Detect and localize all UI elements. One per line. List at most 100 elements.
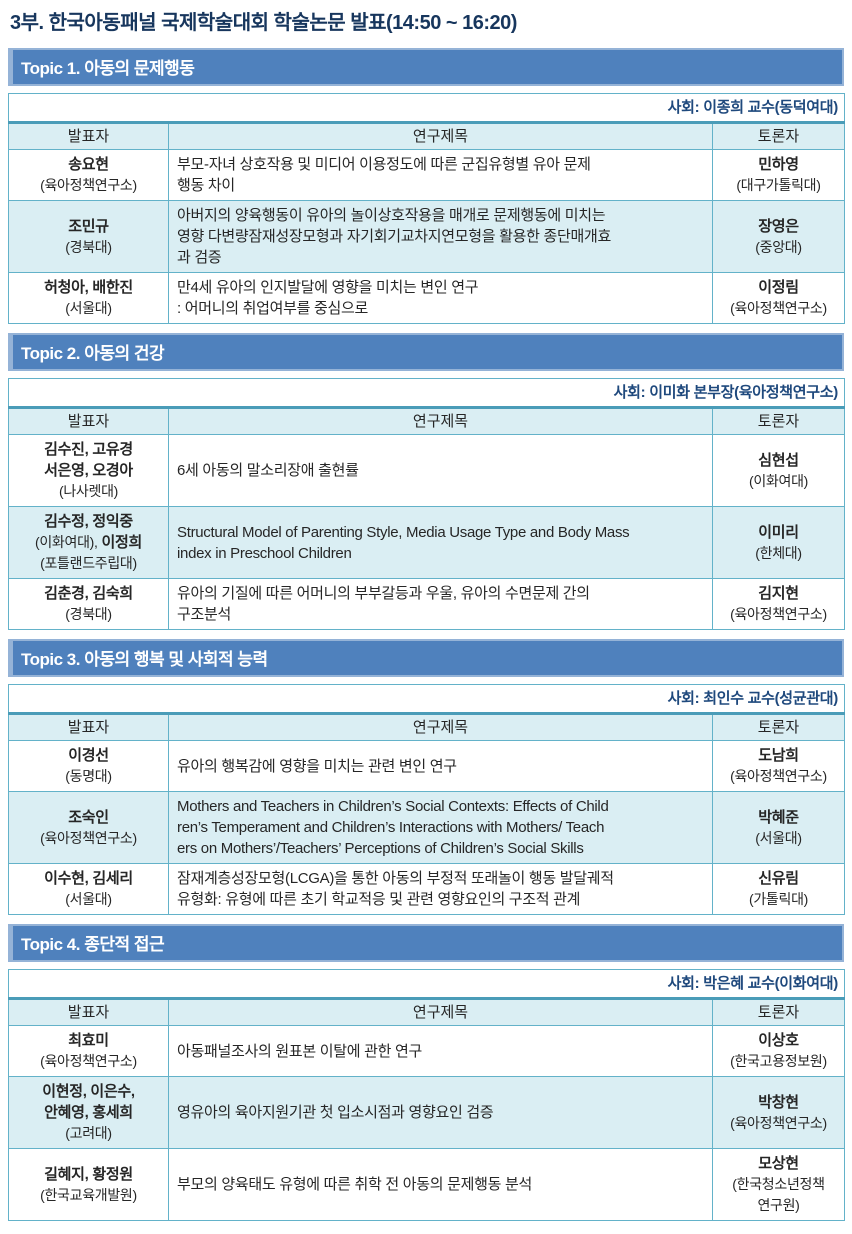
table-row: 허청아, 배한진 (서울대) 만4세 유아의 인지발달에 영향을 미치는 변인 연구… — [8, 272, 845, 324]
discussant-affiliation: (육아정책연구소) — [730, 606, 827, 622]
session-table: 사회: 이미화 본부장(육아정책연구소) 발표자 연구제목 토론자 김수진, 고유경 서은… — [8, 378, 845, 630]
discussant-line: (서울대) — [715, 828, 842, 849]
presenter-cell: 최효미 (육아정책연구소) — [8, 1025, 169, 1077]
topic-section: Topic 1. 아동의 문제행동 사회: 이종희 교수(동덕여대) 발표자 연구제목… — [8, 48, 845, 324]
presenter-name: 이현정, 이은수, — [42, 1083, 135, 1100]
discussant-line: 도남희 — [715, 745, 842, 766]
column-header-discussant: 토론자 — [712, 713, 845, 741]
table-row: 이현정, 이은수, 안혜영, 홍세희 (고려대) 영유아의 육아지원기관 첫 입소시점… — [8, 1076, 845, 1149]
presenter-line: (한국교육개발원) — [11, 1185, 166, 1206]
discussant-name: 박혜준 — [758, 808, 799, 826]
moderator-row: 사회: 이종희 교수(동덕여대) — [8, 93, 845, 124]
table-row: 이수현, 김세리 (서울대) 잠재계층성장모형(LCGA)을 통한 아동의 부정적 … — [8, 863, 845, 915]
discussant-cell: 이상호 (한국고용정보원) — [712, 1025, 845, 1077]
presenter-name: 길혜지, 황정원 — [44, 1165, 133, 1183]
discussant-affiliation: (가톨릭대) — [748, 891, 809, 907]
research-title-cell: 부모의 양육태도 유형에 따른 취학 전 아동의 문제행동 분석 — [168, 1148, 713, 1221]
discussant-line: 연구원) — [715, 1195, 842, 1216]
moderator-label: 사회: 박은혜 교수(이화여대) — [8, 969, 845, 1000]
research-title-cell: 아버지의 양육행동이 유아의 놀이상호작용을 매개로 문제행동에 미치는 영향 … — [168, 200, 713, 273]
discussant-line: 심현섭 — [715, 450, 842, 471]
discussant-line: 박창현 — [715, 1092, 842, 1113]
presenter-line: (이화여대), 이정희 — [11, 532, 166, 553]
moderator-row: 사회: 최인수 교수(성균관대) — [8, 684, 845, 715]
presenter-line: 송요현 — [11, 154, 166, 175]
presenter-line: (고려대) — [11, 1123, 166, 1144]
presenter-cell: 김수진, 고유경 서은영, 오경아 (나사렛대) — [8, 434, 169, 507]
presenter-name: 허청아, 배한진 — [44, 279, 133, 296]
topic-section: Topic 3. 아동의 행복 및 사회적 능력 사회: 최인수 교수(성균관대)… — [8, 639, 845, 915]
discussant-name: 민하영 — [758, 156, 799, 173]
column-header-title: 연구제목 — [168, 407, 713, 435]
presenter-line: (포틀랜드주립대) — [11, 553, 166, 574]
discussant-name: 박창현 — [758, 1093, 799, 1111]
research-title-cell: 만4세 유아의 인지발달에 영향을 미치는 변인 연구 : 어머니의 취업여부를… — [168, 272, 713, 324]
research-title-cell: 유아의 행복감에 영향을 미치는 관련 변인 연구 — [168, 740, 713, 792]
presenter-line: (육아정책연구소) — [11, 828, 166, 849]
column-header-row: 발표자 연구제목 토론자 — [8, 713, 845, 741]
presenter-line: (서울대) — [11, 889, 166, 910]
table-row: 조민규 (경북대) 아버지의 양육행동이 유아의 놀이상호작용을 매개로 문제행동에… — [8, 200, 845, 273]
table-row: 김춘경, 김숙희 (경북대) 유아의 기질에 따른 어머니의 부부갈등과 우울, 유… — [8, 578, 845, 630]
discussant-name: 이상호 — [758, 1032, 799, 1049]
discussant-affiliation: (육아정책연구소) — [730, 768, 827, 784]
discussant-affiliation: (한국고용정보원) — [730, 1053, 827, 1069]
discussant-line: (이화여대) — [715, 471, 842, 492]
presenter-cell: 김춘경, 김숙희 (경북대) — [8, 578, 169, 630]
column-header-presenter: 발표자 — [8, 713, 169, 741]
presenter-line: 김춘경, 김숙희 — [11, 583, 166, 604]
presenter-line: 이현정, 이은수, — [11, 1081, 166, 1102]
presenter-affiliation: (나사렛대) — [58, 483, 119, 499]
table-row: 길혜지, 황정원 (한국교육개발원) 부모의 양육태도 유형에 따른 취학 전 아동… — [8, 1148, 845, 1221]
topic-section: Topic 4. 종단적 접근 사회: 박은혜 교수(이화여대) 발표자 연구제목 토론… — [8, 924, 845, 1221]
presenter-line: 안혜영, 홍세희 — [11, 1102, 166, 1123]
moderator-row: 사회: 이미화 본부장(육아정책연구소) — [8, 378, 845, 409]
presenter-cell: 김수정, 정익중 (이화여대), 이정희 (포틀랜드주립대) — [8, 506, 169, 579]
discussant-line: (육아정책연구소) — [715, 1113, 842, 1134]
discussant-name: 신유림 — [758, 870, 799, 887]
discussant-line: (가톨릭대) — [715, 889, 842, 910]
presenter-name: 이경선 — [68, 747, 109, 764]
discussant-line: 신유림 — [715, 868, 842, 889]
column-header-row: 발표자 연구제목 토론자 — [8, 998, 845, 1026]
moderator-label: 사회: 이미화 본부장(육아정책연구소) — [8, 378, 845, 409]
discussant-name: 김지현 — [758, 585, 799, 602]
presenter-line: 최효미 — [11, 1030, 166, 1051]
discussant-line: (육아정책연구소) — [715, 604, 842, 625]
discussant-line: (육아정책연구소) — [715, 298, 842, 319]
discussant-name: 이정림 — [758, 279, 799, 296]
presenter-name: 최효미 — [68, 1032, 109, 1049]
discussant-line: 민하영 — [715, 154, 842, 175]
page-title: 3부. 한국아동패널 국제학술대회 학술논문 발표(14:50 ~ 16:20) — [10, 12, 517, 34]
table-row: 조숙인 (육아정책연구소) Mothers and Teachers in Chil… — [8, 791, 845, 864]
table-row: 김수정, 정익중 (이화여대), 이정희 (포틀랜드주립대) Structural M… — [8, 506, 845, 579]
presenter-line: 길혜지, 황정원 — [11, 1164, 166, 1185]
column-header-row: 발표자 연구제목 토론자 — [8, 407, 845, 435]
presenter-cell: 조숙인 (육아정책연구소) — [8, 791, 169, 864]
column-header-presenter: 발표자 — [8, 998, 169, 1026]
presenter-affiliation: (경북대) — [65, 238, 112, 255]
presenter-name: 이정희 — [97, 534, 142, 551]
discussant-cell: 도남희 (육아정책연구소) — [712, 740, 845, 792]
presenter-name: 송요현 — [68, 156, 109, 173]
research-title-cell: 영유아의 육아지원기관 첫 입소시점과 영향요인 검증 — [168, 1076, 713, 1149]
presenter-line: 이수현, 김세리 — [11, 868, 166, 889]
moderator-row: 사회: 박은혜 교수(이화여대) — [8, 969, 845, 1000]
presenter-line: (동명대) — [11, 766, 166, 787]
presenter-line: 김수정, 정익중 — [11, 511, 166, 532]
discussant-line: 이상호 — [715, 1030, 842, 1051]
discussant-cell: 이정림 (육아정책연구소) — [712, 272, 845, 324]
column-header-discussant: 토론자 — [712, 407, 845, 435]
presenter-affiliation: (동명대) — [65, 768, 112, 784]
discussant-cell: 모상현 (한국청소년정책 연구원) — [712, 1148, 845, 1221]
presenter-line: 조숙인 — [11, 807, 166, 828]
session-table: 사회: 이종희 교수(동덕여대) 발표자 연구제목 토론자 송요현 (육아정책연구소) 부모… — [8, 93, 845, 324]
presenter-line: 서은영, 오경아 — [11, 460, 166, 481]
discussant-affiliation: (중앙대) — [755, 238, 802, 255]
discussant-cell: 심현섭 (이화여대) — [712, 434, 845, 507]
presenter-name: 조민규 — [68, 217, 109, 235]
column-header-title: 연구제목 — [168, 713, 713, 741]
topic-header-bar: Topic 2. 아동의 건강 — [8, 333, 844, 371]
